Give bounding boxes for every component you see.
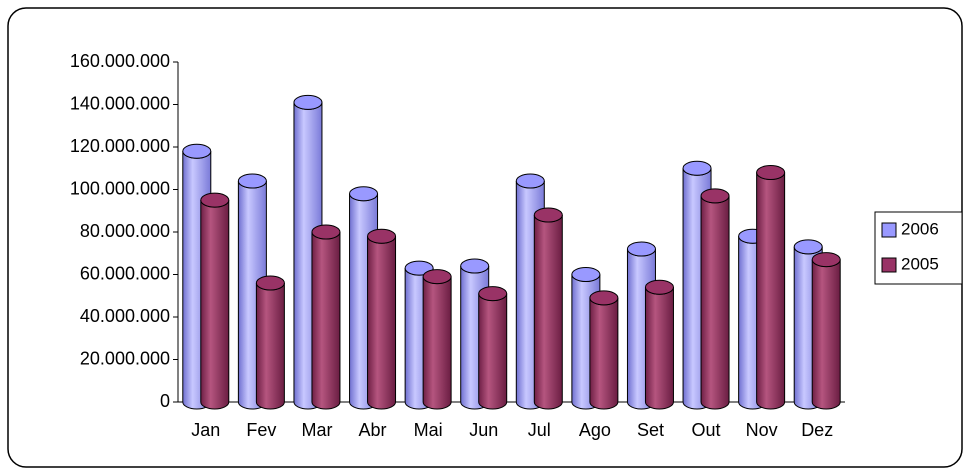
bar-cap [682, 160, 712, 176]
bar-cap [589, 290, 619, 306]
y-tick-label: 160.000.000 [70, 51, 170, 71]
y-tick-label: 60.000.000 [80, 263, 170, 283]
bar [644, 287, 674, 410]
bar [478, 293, 508, 410]
x-tick-label: Mai [414, 420, 443, 440]
bar-cap [515, 173, 545, 189]
legend-swatch [881, 222, 897, 238]
x-tick-label: Jan [191, 420, 220, 440]
bar [422, 276, 452, 410]
bar-cap [200, 192, 230, 208]
bar-cap [237, 173, 267, 189]
bar-cap [700, 188, 730, 204]
y-tick-label: 120.000.000 [70, 136, 170, 156]
x-tick-label: Ago [579, 420, 611, 440]
y-tick-label: 100.000.000 [70, 178, 170, 198]
bar-cap [311, 224, 341, 240]
bar [533, 214, 563, 410]
bar [255, 282, 285, 410]
bar-cap [626, 241, 656, 257]
x-tick-label: Mar [301, 420, 332, 440]
x-tick-label: Nov [746, 420, 778, 440]
x-tick-label: Out [692, 420, 721, 440]
bar-cap [533, 207, 563, 223]
legend-label: 2006 [901, 219, 939, 238]
x-tick-label: Jun [469, 420, 498, 440]
x-tick-label: Set [637, 420, 664, 440]
bar-cap [756, 165, 786, 180]
legend-label: 2005 [901, 254, 939, 273]
bar-cap [571, 267, 601, 282]
y-tick-label: 80.000.000 [80, 221, 170, 241]
bar-cap [182, 143, 212, 159]
bar [367, 236, 397, 410]
bar-cap [349, 186, 379, 202]
x-tick-label: Jul [528, 420, 551, 440]
bar-cap [255, 275, 285, 291]
y-tick-label: 40.000.000 [80, 306, 170, 326]
x-tick-label: Dez [801, 420, 833, 440]
y-tick-label: 0 [160, 391, 170, 411]
bar-cap [478, 286, 508, 302]
y-tick-label: 140.000.000 [70, 93, 170, 113]
x-tick-label: Abr [359, 420, 387, 440]
bar-cap [460, 258, 490, 274]
bar-cap [293, 94, 323, 110]
bar [311, 231, 341, 410]
bar [589, 297, 619, 410]
bar-cap [404, 260, 434, 276]
bar [200, 200, 230, 410]
bar [811, 259, 841, 410]
bar-cap [811, 252, 841, 268]
bar-cap [367, 228, 397, 244]
x-tick-label: Fev [246, 420, 276, 440]
bar [756, 172, 786, 410]
bar-cap [793, 239, 823, 255]
legend-swatch [881, 257, 897, 273]
y-tick-label: 20.000.000 [80, 348, 170, 368]
bar-cap [422, 269, 452, 285]
bar [700, 195, 730, 410]
bar-cap [644, 279, 674, 295]
